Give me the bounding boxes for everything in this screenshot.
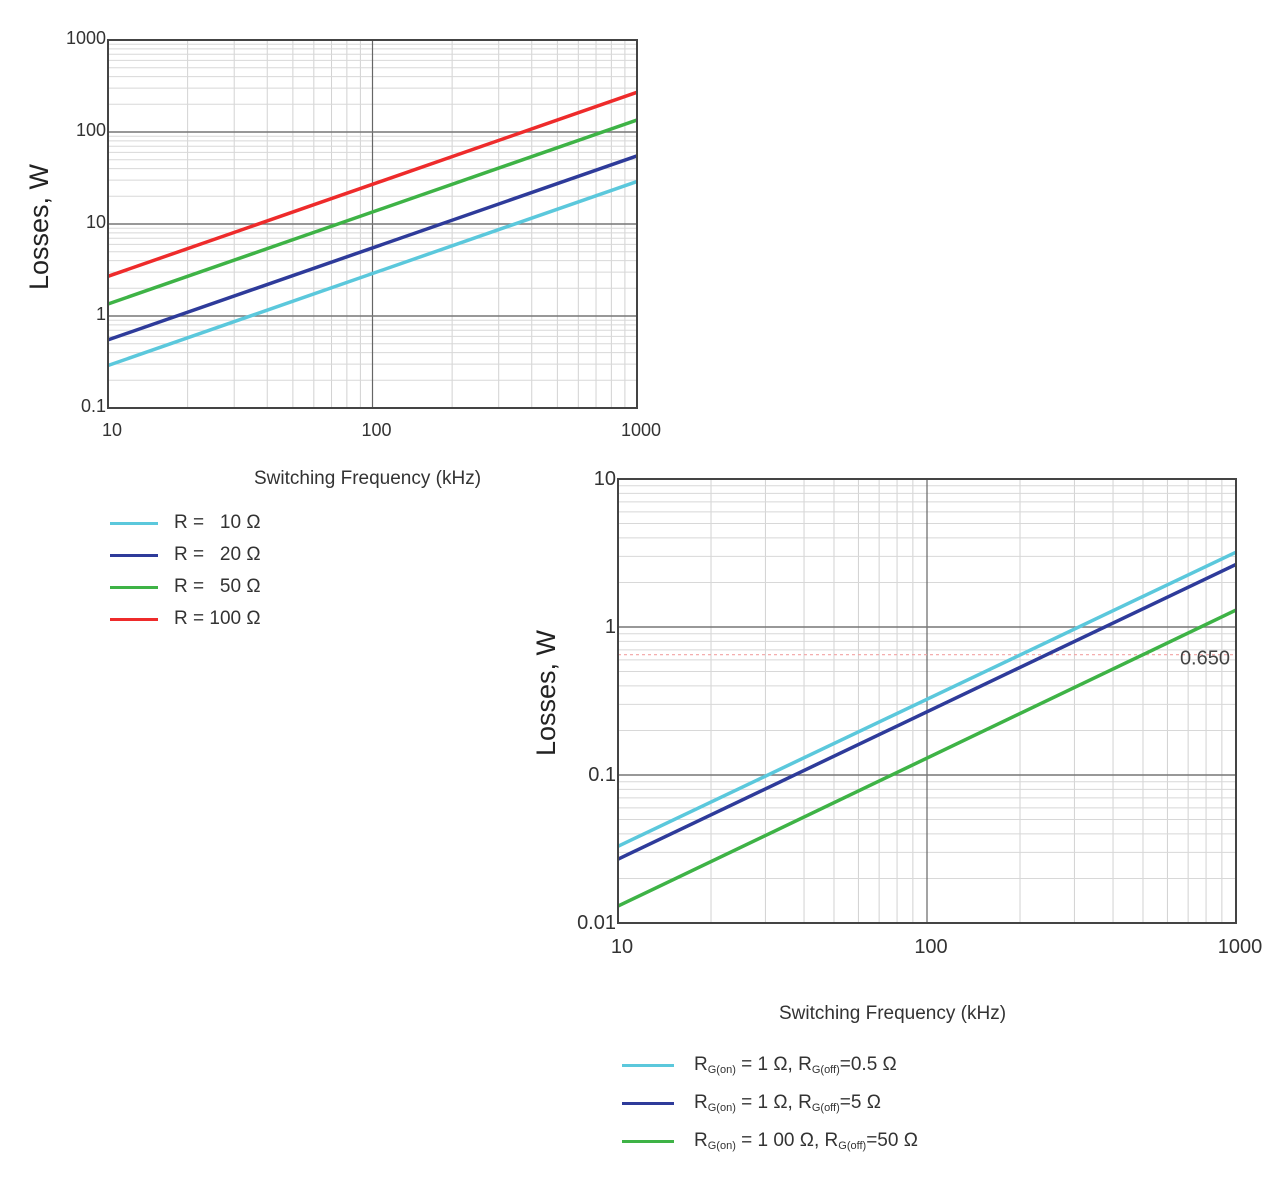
chart-1-legend-item: R = 10 Ω xyxy=(110,508,350,538)
chart-2-legend-swatch xyxy=(622,1102,674,1105)
chart-1-legend-label: R = 10 Ω xyxy=(174,512,261,533)
chart-1-legend-swatch xyxy=(110,618,158,621)
chart-2-series-line xyxy=(617,608,1237,908)
chart-2-plot-frame xyxy=(617,478,1237,924)
chart-1-legend-label: R = 100 Ω xyxy=(174,608,261,629)
chart-2-series-line xyxy=(617,550,1237,848)
chart-2-reference-label: 0.650 xyxy=(1180,648,1230,670)
chart-2-legend: RG(on) = 1 Ω, RG(off)=0.5 Ω RG(on) = 1 Ω… xyxy=(622,1050,1022,1168)
chart-1-x-axis-title: Switching Frequency (kHz) xyxy=(254,468,482,489)
chart-2-y-tick-label: 1 xyxy=(605,616,616,638)
chart-2-legend-label: RG(on) = 1 Ω, RG(off)=0.5 Ω xyxy=(694,1054,897,1076)
chart-2-y-axis-title: Losses, W xyxy=(531,629,561,756)
chart-2-y-tick-label: 0.1 xyxy=(588,764,616,786)
chart-1-series-line xyxy=(107,179,638,368)
chart-1-legend-item: R = 100 Ω xyxy=(110,604,350,634)
chart-2-legend-label: RG(on) = 1 00 Ω, RG(off)=50 Ω xyxy=(694,1130,918,1152)
chart-2-legend-item: RG(on) = 1 Ω, RG(off)=5 Ω xyxy=(622,1088,1022,1118)
chart-1-y-tick-label: 1000 xyxy=(66,28,106,48)
chart-1-legend-item: R = 50 Ω xyxy=(110,572,350,602)
chart-2-x-tick-label: 10 xyxy=(611,936,633,958)
chart-2-x-tick-label: 100 xyxy=(914,936,947,958)
chart-1-y-tick-label: 100 xyxy=(76,120,106,140)
chart-1-legend-swatch xyxy=(110,586,158,589)
chart-1-legend: R = 10 Ω R = 20 Ω R = 50 Ω R = 100 Ω xyxy=(110,508,350,638)
chart-2-series-line xyxy=(617,562,1237,861)
chart-1-series-line xyxy=(107,90,638,278)
chart-1-legend-swatch xyxy=(110,522,158,525)
chart-2-legend-swatch xyxy=(622,1064,674,1067)
chart-2-y-tick-label: 10 xyxy=(594,468,616,490)
chart-2-x-axis-title: Switching Frequency (kHz) xyxy=(779,1003,1007,1024)
chart-1-x-tick-label: 10 xyxy=(102,420,122,440)
chart-1-y-axis-title: Losses, W xyxy=(24,163,54,290)
chart-1-x-tick-label: 100 xyxy=(361,420,391,440)
chart-1-y-tick-label: 10 xyxy=(86,212,106,232)
chart-2-legend-swatch xyxy=(622,1140,674,1143)
chart-1-y-tick-label: 1 xyxy=(96,304,106,324)
chart-1-series-line xyxy=(107,118,638,306)
chart-2-legend-label: RG(on) = 1 Ω, RG(off)=5 Ω xyxy=(694,1092,881,1114)
chart-1-legend-label: R = 20 Ω xyxy=(174,544,261,565)
chart-1-plot-frame xyxy=(107,39,638,409)
chart-1-x-tick-label: 1000 xyxy=(621,420,661,440)
chart-2-legend-item: RG(on) = 1 00 Ω, RG(off)=50 Ω xyxy=(622,1126,1022,1156)
chart-1-legend-item: R = 20 Ω xyxy=(110,540,350,570)
chart-1-plot: 0.1 1 10 100 1000 10 100 1000 xyxy=(66,28,661,440)
chart-1-y-tick-label: 0.1 xyxy=(81,396,106,416)
chart-2-legend-item: RG(on) = 1 Ω, RG(off)=0.5 Ω xyxy=(622,1050,1022,1080)
chart-2-x-tick-label: 1000 xyxy=(1218,936,1263,958)
chart-1-legend-label: R = 50 Ω xyxy=(174,576,261,597)
chart-1-legend-swatch xyxy=(110,554,158,557)
chart-1-series-line xyxy=(107,154,638,342)
chart-2-plot: 0.650 0.01 0.1 1 10 10 100 1000 xyxy=(577,468,1263,958)
chart-2-y-tick-label: 0.01 xyxy=(577,912,616,934)
